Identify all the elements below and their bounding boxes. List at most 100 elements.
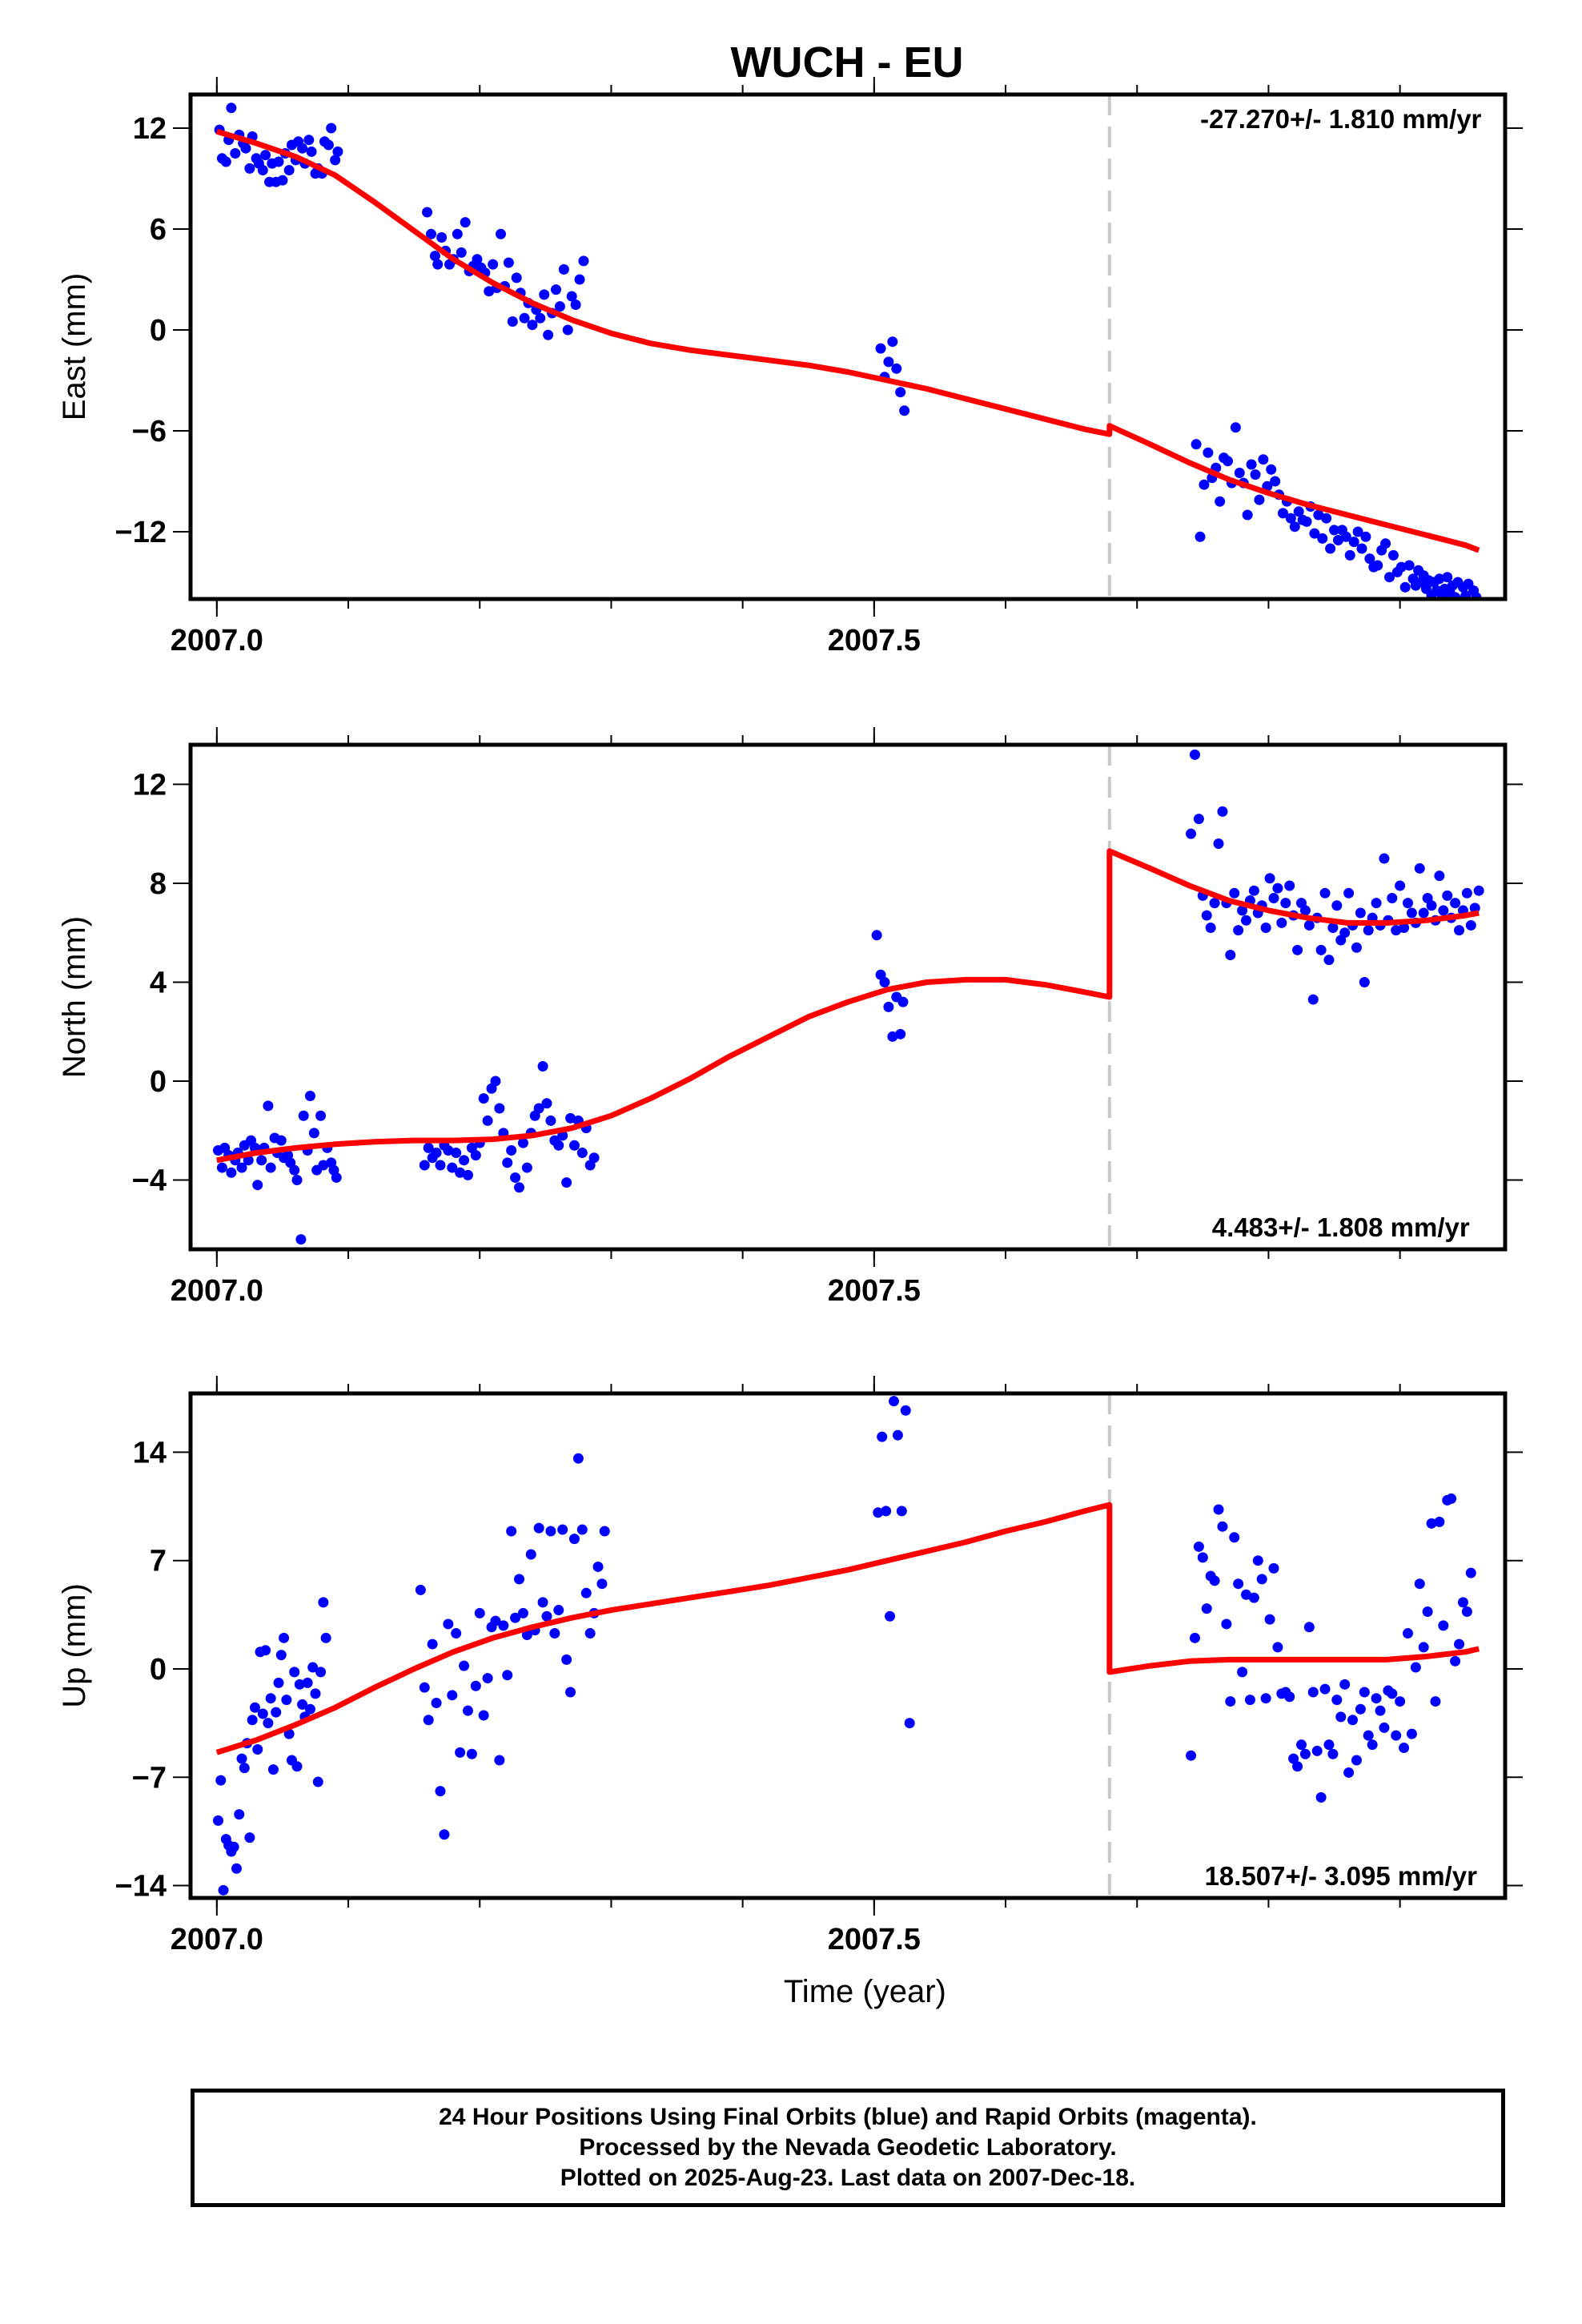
data-point [1344,549,1355,561]
data-point [1242,509,1253,521]
data-point [263,1718,274,1729]
data-point [260,1645,271,1656]
data-point [439,1829,450,1840]
data-point [1380,538,1391,549]
data-point [415,1584,426,1595]
data-point [226,1167,237,1178]
data-point [1395,561,1407,573]
y-axis-label: North (mm) [57,916,92,1078]
data-point [541,1610,552,1622]
data-point [1402,1628,1413,1639]
data-point [1461,1606,1472,1617]
data-point [260,150,271,161]
data-point [252,1743,263,1755]
data-point [1229,1532,1240,1543]
data-point [1406,1728,1417,1739]
plot-area [212,1393,1480,1898]
data-point [482,1115,493,1126]
data-point [265,1693,276,1704]
data-point [533,1103,544,1114]
data-point [1280,898,1291,909]
data-point [1359,1687,1370,1698]
fit-line [215,128,1480,553]
data-point [891,363,902,374]
data-point [1315,944,1327,955]
data-point [525,1549,536,1560]
data-point [1442,572,1453,583]
data-point [1473,885,1484,896]
y-tick-label: 12 [133,112,167,146]
data-point [1260,923,1271,934]
data-point [885,1610,896,1622]
data-point [267,1764,279,1775]
data-point [265,1162,276,1173]
data-point [1230,422,1241,433]
data-point [1434,870,1445,882]
data-point [289,1164,300,1176]
data-point [506,1144,517,1156]
data-point [1233,925,1244,936]
data-point [1375,1705,1386,1716]
data-point [1191,439,1202,450]
data-point [1343,887,1355,899]
data-point [231,1863,242,1874]
data-point [1367,1739,1378,1751]
data-point [899,405,910,416]
data-point [592,1561,604,1572]
data-point [484,286,495,297]
data-point [578,255,589,267]
y-tick-label: 8 [150,867,167,901]
data-point [503,257,514,268]
data-point [239,1763,250,1774]
data-point [896,1506,907,1517]
y-tick-label: −12 [115,516,167,549]
data-point [1356,543,1367,554]
data-point [549,1628,560,1639]
plot-frame [188,92,1508,601]
data-point [1254,494,1265,505]
data-point [435,1160,446,1171]
data-point [873,1507,884,1518]
data-point [1268,1562,1279,1574]
data-point [462,1705,473,1716]
data-point [1329,525,1340,536]
data-point [1422,1606,1433,1617]
data-point [452,228,463,239]
data-point [1237,1667,1248,1678]
y-tick-label: 6 [150,213,167,247]
data-point [443,1618,454,1630]
data-point [478,1093,489,1104]
data-point [521,1629,532,1640]
data-point [1252,1555,1263,1566]
data-point [1387,549,1399,561]
data-point [588,1152,600,1164]
data-point [1246,459,1257,470]
data-point [252,1180,263,1191]
data-point [533,1522,544,1534]
data-point [244,1832,255,1844]
data-point [460,217,471,228]
data-point [1371,898,1382,909]
data-point [904,1718,915,1729]
data-point [537,1597,548,1608]
data-point [879,976,890,987]
data-point [1303,1622,1315,1633]
data-point [281,1695,292,1706]
data-point [1332,535,1343,545]
data-point [470,1680,481,1691]
data-point [1223,456,1234,467]
data-point [320,1632,331,1643]
data-point [315,1667,327,1678]
data-point [1241,915,1252,926]
data-point [1229,887,1240,899]
data-point [304,1091,315,1102]
data-point [1438,905,1449,916]
data-point [1264,1614,1275,1625]
x-tick-label: 2007.5 [828,1923,921,1956]
data-point [419,1160,430,1171]
data-point [1355,1703,1366,1715]
data-point [1268,892,1279,903]
data-point [273,156,284,167]
data-point [488,259,499,270]
y-tick-label: −14 [115,1870,167,1904]
